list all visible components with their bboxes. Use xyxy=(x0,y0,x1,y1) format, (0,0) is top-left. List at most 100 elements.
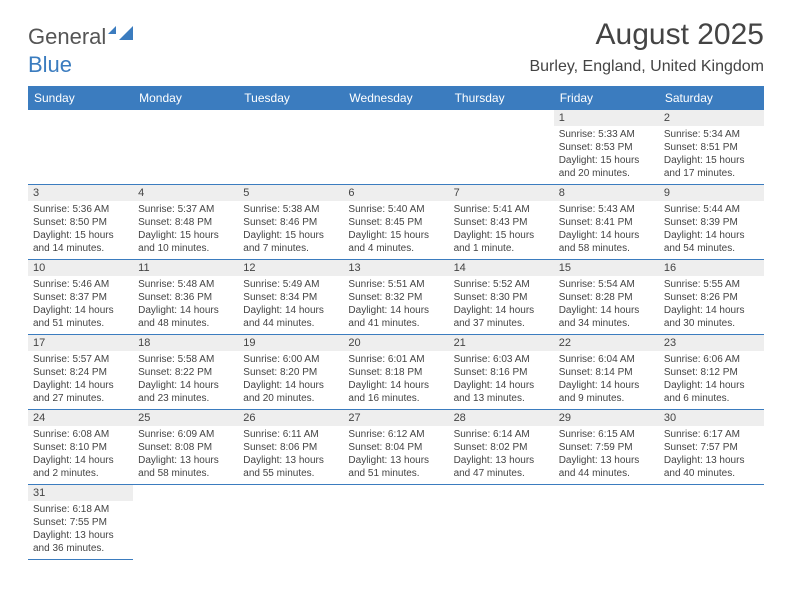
calendar-empty-cell xyxy=(238,485,343,560)
logo-sub: Blue xyxy=(28,52,72,78)
calendar-empty-cell xyxy=(659,485,764,560)
logo-text-blue: Blue xyxy=(28,52,72,77)
day-number: 25 xyxy=(133,410,238,426)
calendar-day-cell: 17Sunrise: 5:57 AMSunset: 8:24 PMDayligh… xyxy=(28,335,133,410)
day-number: 8 xyxy=(554,185,659,201)
day-details: Sunrise: 6:09 AMSunset: 8:08 PMDaylight:… xyxy=(133,426,238,484)
calendar-empty-cell xyxy=(133,485,238,560)
day-header: Wednesday xyxy=(343,86,448,110)
day-number: 31 xyxy=(28,485,133,501)
calendar-day-cell: 21Sunrise: 6:03 AMSunset: 8:16 PMDayligh… xyxy=(449,335,554,410)
day-number: 18 xyxy=(133,335,238,351)
day-details: Sunrise: 5:58 AMSunset: 8:22 PMDaylight:… xyxy=(133,351,238,409)
day-details: Sunrise: 5:52 AMSunset: 8:30 PMDaylight:… xyxy=(449,276,554,334)
day-details: Sunrise: 5:57 AMSunset: 8:24 PMDaylight:… xyxy=(28,351,133,409)
day-number: 5 xyxy=(238,185,343,201)
calendar-day-cell: 11Sunrise: 5:48 AMSunset: 8:36 PMDayligh… xyxy=(133,260,238,335)
calendar-day-cell: 25Sunrise: 6:09 AMSunset: 8:08 PMDayligh… xyxy=(133,410,238,485)
day-number: 6 xyxy=(343,185,448,201)
day-number: 26 xyxy=(238,410,343,426)
calendar-empty-cell xyxy=(343,485,448,560)
calendar-day-cell: 22Sunrise: 6:04 AMSunset: 8:14 PMDayligh… xyxy=(554,335,659,410)
day-number: 11 xyxy=(133,260,238,276)
calendar-day-cell: 24Sunrise: 6:08 AMSunset: 8:10 PMDayligh… xyxy=(28,410,133,485)
day-number: 9 xyxy=(659,185,764,201)
day-header: Tuesday xyxy=(238,86,343,110)
day-details: Sunrise: 5:40 AMSunset: 8:45 PMDaylight:… xyxy=(343,201,448,259)
day-details: Sunrise: 5:51 AMSunset: 8:32 PMDaylight:… xyxy=(343,276,448,334)
calendar-day-cell: 8Sunrise: 5:43 AMSunset: 8:41 PMDaylight… xyxy=(554,185,659,260)
day-details: Sunrise: 5:41 AMSunset: 8:43 PMDaylight:… xyxy=(449,201,554,259)
calendar-empty-cell xyxy=(238,110,343,185)
day-details: Sunrise: 5:38 AMSunset: 8:46 PMDaylight:… xyxy=(238,201,343,259)
day-number: 28 xyxy=(449,410,554,426)
day-number: 2 xyxy=(659,110,764,126)
day-details: Sunrise: 6:14 AMSunset: 8:02 PMDaylight:… xyxy=(449,426,554,484)
title-block: August 2025 Burley, England, United King… xyxy=(529,18,764,76)
calendar-week-row: 1Sunrise: 5:33 AMSunset: 8:53 PMDaylight… xyxy=(28,110,764,185)
calendar-day-cell: 12Sunrise: 5:49 AMSunset: 8:34 PMDayligh… xyxy=(238,260,343,335)
day-number: 19 xyxy=(238,335,343,351)
calendar-week-row: 24Sunrise: 6:08 AMSunset: 8:10 PMDayligh… xyxy=(28,410,764,485)
calendar-day-cell: 3Sunrise: 5:36 AMSunset: 8:50 PMDaylight… xyxy=(28,185,133,260)
calendar-day-cell: 18Sunrise: 5:58 AMSunset: 8:22 PMDayligh… xyxy=(133,335,238,410)
calendar-day-cell: 15Sunrise: 5:54 AMSunset: 8:28 PMDayligh… xyxy=(554,260,659,335)
day-header-row: SundayMondayTuesdayWednesdayThursdayFrid… xyxy=(28,86,764,110)
day-number: 3 xyxy=(28,185,133,201)
calendar-page: General August 2025 Burley, England, Uni… xyxy=(0,0,792,560)
day-number: 13 xyxy=(343,260,448,276)
day-details: Sunrise: 5:34 AMSunset: 8:51 PMDaylight:… xyxy=(659,126,764,184)
day-details: Sunrise: 5:36 AMSunset: 8:50 PMDaylight:… xyxy=(28,201,133,259)
day-details: Sunrise: 5:55 AMSunset: 8:26 PMDaylight:… xyxy=(659,276,764,334)
calendar-day-cell: 27Sunrise: 6:12 AMSunset: 8:04 PMDayligh… xyxy=(343,410,448,485)
day-details: Sunrise: 6:04 AMSunset: 8:14 PMDaylight:… xyxy=(554,351,659,409)
day-number: 21 xyxy=(449,335,554,351)
day-number: 12 xyxy=(238,260,343,276)
calendar-week-row: 10Sunrise: 5:46 AMSunset: 8:37 PMDayligh… xyxy=(28,260,764,335)
day-number: 16 xyxy=(659,260,764,276)
day-details: Sunrise: 6:17 AMSunset: 7:57 PMDaylight:… xyxy=(659,426,764,484)
calendar-day-cell: 9Sunrise: 5:44 AMSunset: 8:39 PMDaylight… xyxy=(659,185,764,260)
day-number: 30 xyxy=(659,410,764,426)
day-number: 15 xyxy=(554,260,659,276)
calendar-empty-cell xyxy=(343,110,448,185)
day-header: Thursday xyxy=(449,86,554,110)
day-header: Monday xyxy=(133,86,238,110)
calendar-day-cell: 31Sunrise: 6:18 AMSunset: 7:55 PMDayligh… xyxy=(28,485,133,560)
logo-text-general: General xyxy=(28,24,106,50)
calendar-day-cell: 7Sunrise: 5:41 AMSunset: 8:43 PMDaylight… xyxy=(449,185,554,260)
day-header: Sunday xyxy=(28,86,133,110)
day-number: 4 xyxy=(133,185,238,201)
calendar-week-row: 3Sunrise: 5:36 AMSunset: 8:50 PMDaylight… xyxy=(28,185,764,260)
day-details: Sunrise: 6:08 AMSunset: 8:10 PMDaylight:… xyxy=(28,426,133,484)
logo-triangle-small-icon xyxy=(108,26,116,34)
calendar-empty-cell xyxy=(554,485,659,560)
header-row: General August 2025 Burley, England, Uni… xyxy=(28,18,764,76)
calendar-day-cell: 1Sunrise: 5:33 AMSunset: 8:53 PMDaylight… xyxy=(554,110,659,185)
calendar-empty-cell xyxy=(28,110,133,185)
calendar-day-cell: 20Sunrise: 6:01 AMSunset: 8:18 PMDayligh… xyxy=(343,335,448,410)
day-details: Sunrise: 6:15 AMSunset: 7:59 PMDaylight:… xyxy=(554,426,659,484)
calendar-day-cell: 10Sunrise: 5:46 AMSunset: 8:37 PMDayligh… xyxy=(28,260,133,335)
logo: General xyxy=(28,24,133,50)
calendar-empty-cell xyxy=(449,485,554,560)
calendar-day-cell: 14Sunrise: 5:52 AMSunset: 8:30 PMDayligh… xyxy=(449,260,554,335)
day-details: Sunrise: 5:54 AMSunset: 8:28 PMDaylight:… xyxy=(554,276,659,334)
day-header: Friday xyxy=(554,86,659,110)
day-details: Sunrise: 5:37 AMSunset: 8:48 PMDaylight:… xyxy=(133,201,238,259)
calendar-day-cell: 6Sunrise: 5:40 AMSunset: 8:45 PMDaylight… xyxy=(343,185,448,260)
day-details: Sunrise: 6:03 AMSunset: 8:16 PMDaylight:… xyxy=(449,351,554,409)
day-details: Sunrise: 5:33 AMSunset: 8:53 PMDaylight:… xyxy=(554,126,659,184)
day-details: Sunrise: 6:12 AMSunset: 8:04 PMDaylight:… xyxy=(343,426,448,484)
location-label: Burley, England, United Kingdom xyxy=(529,58,764,76)
calendar-day-cell: 30Sunrise: 6:17 AMSunset: 7:57 PMDayligh… xyxy=(659,410,764,485)
day-number: 23 xyxy=(659,335,764,351)
day-details: Sunrise: 5:49 AMSunset: 8:34 PMDaylight:… xyxy=(238,276,343,334)
calendar-empty-cell xyxy=(449,110,554,185)
day-number: 14 xyxy=(449,260,554,276)
day-details: Sunrise: 5:46 AMSunset: 8:37 PMDaylight:… xyxy=(28,276,133,334)
calendar-day-cell: 16Sunrise: 5:55 AMSunset: 8:26 PMDayligh… xyxy=(659,260,764,335)
day-details: Sunrise: 6:06 AMSunset: 8:12 PMDaylight:… xyxy=(659,351,764,409)
calendar-week-row: 17Sunrise: 5:57 AMSunset: 8:24 PMDayligh… xyxy=(28,335,764,410)
calendar-table: SundayMondayTuesdayWednesdayThursdayFrid… xyxy=(28,86,764,560)
